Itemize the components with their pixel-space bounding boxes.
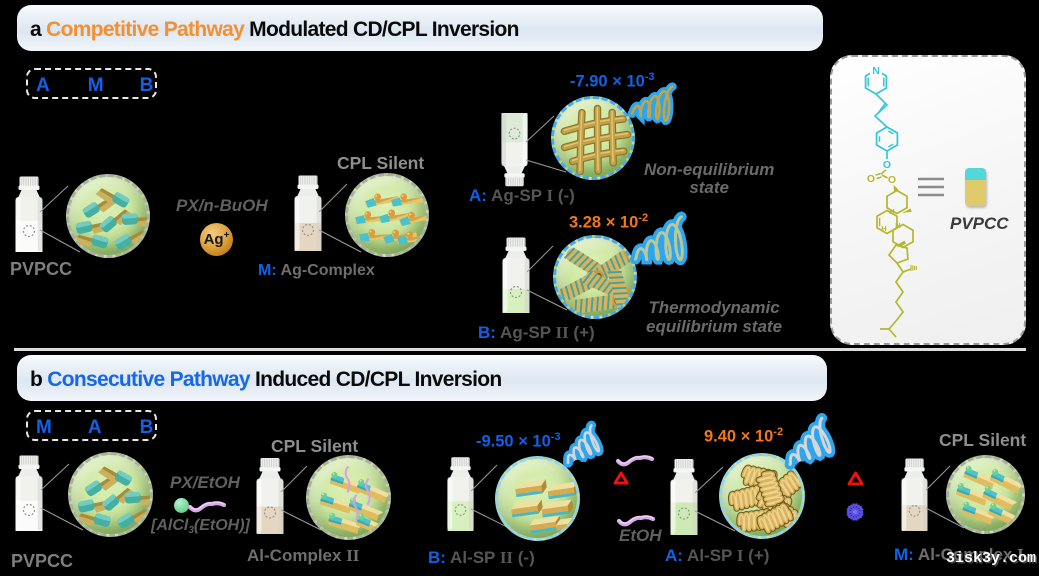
svg-text:H: H: [889, 207, 894, 216]
svg-text:H: H: [895, 221, 900, 230]
svg-text:N: N: [872, 65, 880, 77]
svg-text:O: O: [888, 174, 896, 186]
svg-text:O: O: [867, 173, 875, 185]
svg-text:O: O: [883, 159, 891, 171]
svg-text:H: H: [881, 224, 886, 233]
